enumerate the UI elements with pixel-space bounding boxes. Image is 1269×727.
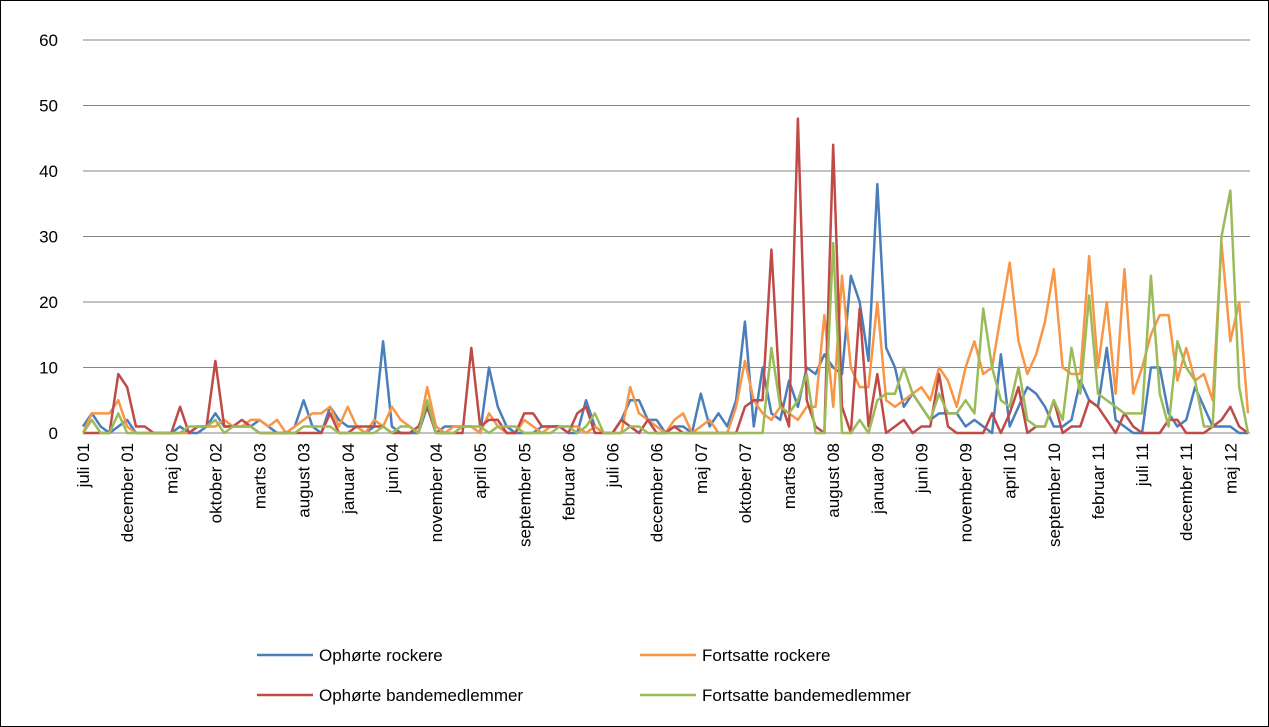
x-tick-label: juli 11 [1133,443,1152,487]
y-tick-label: 50 [39,97,58,116]
x-tick-label: oktober 07 [736,443,755,523]
x-tick-label: maj 02 [162,443,181,494]
legend-label: Fortsatte bandemedlemmer [702,686,911,705]
x-tick-label: december 11 [1177,443,1196,541]
x-tick-label: april 05 [471,443,490,499]
y-tick-label: 30 [39,228,58,247]
x-tick-label: juni 09 [912,443,931,494]
x-tick-label: august 08 [824,443,843,518]
x-tick-label: november 09 [957,443,976,542]
x-tick-label: december 06 [648,443,667,542]
x-tick-label: juli 01 [74,443,93,488]
y-tick-label: 40 [39,162,58,181]
x-tick-label: november 04 [427,443,446,542]
x-tick-label: september 05 [515,443,534,547]
x-tick-label: juni 04 [383,443,402,494]
x-tick-label: august 03 [295,443,314,518]
x-tick-label: maj 12 [1221,443,1240,494]
y-tick-label: 60 [39,31,58,50]
x-tick-label: februar 06 [559,443,578,521]
x-tick-label: januar 09 [868,443,887,515]
legend-label: Ophørte rockere [319,646,443,665]
x-tick-label: april 10 [1001,443,1020,499]
x-tick-label: december 01 [118,443,137,542]
x-tick-label: juli 06 [604,443,623,488]
y-tick-label: 0 [49,424,58,443]
x-tick-label: oktober 02 [206,443,225,523]
legend-label: Fortsatte rockere [702,646,831,665]
legend-label: Ophørte bandemedlemmer [319,686,523,705]
y-tick-label: 10 [39,359,58,378]
x-tick-label: maj 07 [692,443,711,494]
x-tick-label: marts 08 [780,443,799,509]
x-tick-label: januar 04 [339,443,358,515]
x-tick-label: september 10 [1045,443,1064,547]
line-series [81,189,1250,435]
y-tick-label: 20 [39,293,58,312]
x-tick-label: marts 03 [251,443,270,509]
x-tick-label: februar 11 [1089,443,1108,519]
